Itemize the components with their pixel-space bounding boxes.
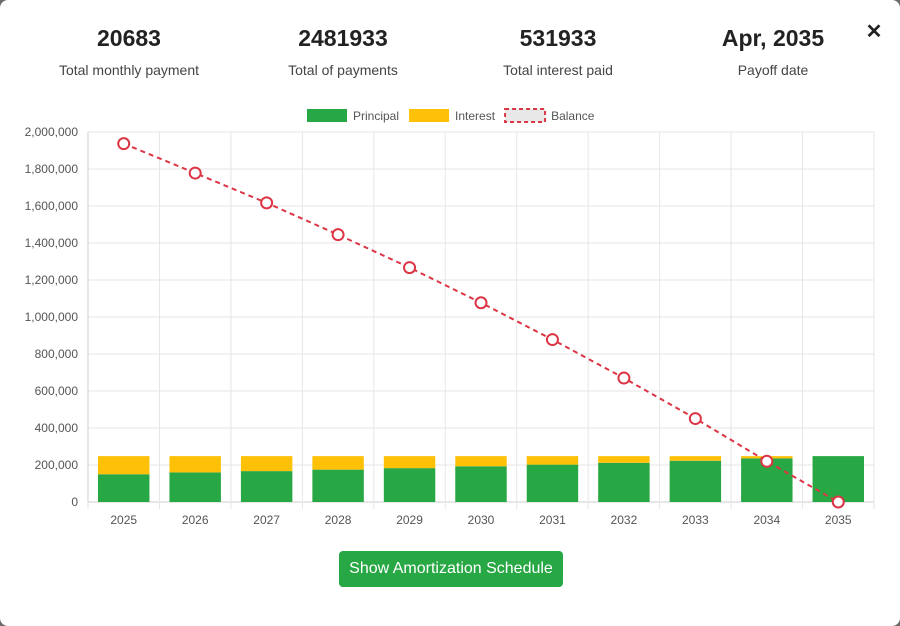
payoff-date-label: Payoff date xyxy=(737,62,809,78)
balance-point xyxy=(688,412,702,426)
x-tick-label: 2027 xyxy=(253,513,280,527)
monthly-payment-label: Total monthly payment xyxy=(58,62,200,78)
interest-bar xyxy=(669,456,722,461)
y-tick-label: 1,800,000 xyxy=(25,162,79,176)
total-payments-value: 2481933 xyxy=(298,25,388,51)
close-icon[interactable]: ✕ xyxy=(865,21,883,43)
y-tick-label: 0 xyxy=(71,495,78,509)
principal-bar xyxy=(812,456,864,502)
interest-bar xyxy=(312,456,364,470)
x-tick-label: 2032 xyxy=(611,513,638,527)
principal-bar xyxy=(455,466,507,502)
monthly-payment-value: 20683 xyxy=(97,25,161,51)
y-tick-label: 1,400,000 xyxy=(25,236,79,250)
total-interest-value: 531933 xyxy=(519,25,597,51)
x-tick-label: 2025 xyxy=(110,513,137,527)
amortization-chart: 0 200,000 400,000 600,000 800,000 1,000,000 1,… xyxy=(25,108,875,527)
balance-point xyxy=(545,333,559,347)
principal-bar xyxy=(169,472,221,502)
interest-bar xyxy=(240,456,293,472)
balance-point xyxy=(260,196,274,210)
x-tick-label: 2026 xyxy=(182,513,209,527)
balance-point xyxy=(760,454,774,468)
stat-total-payments: 2481933 Total of payments xyxy=(243,24,443,78)
y-tick-label: 800,000 xyxy=(35,347,79,361)
legend-label-principal[interactable]: Principal xyxy=(353,109,399,123)
balance-point xyxy=(617,371,631,385)
payoff-date-value: Apr, 2035 xyxy=(721,25,825,51)
stat-payoff-date: Apr, 2035 Payoff date xyxy=(673,24,873,78)
x-tick-label: 2028 xyxy=(325,513,352,527)
legend-swatch-balance[interactable] xyxy=(504,108,547,123)
x-tick-label: 2029 xyxy=(396,513,423,527)
y-tick-label: 1,200,000 xyxy=(25,273,79,287)
interest-bar xyxy=(169,456,221,473)
interest-bar xyxy=(383,456,436,469)
balance-point xyxy=(474,296,488,310)
x-tick-label: 2035 xyxy=(825,513,852,527)
balance-point xyxy=(403,261,417,275)
x-tick-label: 2034 xyxy=(753,513,780,527)
balance-point xyxy=(831,495,845,509)
stat-monthly-payment: 20683 Total monthly payment xyxy=(29,24,229,78)
y-tick-label: 1,600,000 xyxy=(25,199,79,213)
principal-bar xyxy=(240,471,293,502)
balance-point xyxy=(331,228,345,242)
interest-bar xyxy=(98,456,150,475)
principal-bar xyxy=(98,474,150,502)
interest-bar xyxy=(598,456,650,463)
x-tick-label: 2031 xyxy=(539,513,566,527)
legend-swatch-principal[interactable] xyxy=(307,109,347,122)
interest-bar xyxy=(526,456,579,465)
x-tick-label: 2033 xyxy=(682,513,709,527)
y-tick-label: 2,000,000 xyxy=(25,125,79,139)
y-tick-label: 400,000 xyxy=(35,421,79,435)
balance-point xyxy=(188,166,202,180)
principal-bar xyxy=(669,460,722,502)
show-amortization-schedule-button[interactable]: Show Amortization Schedule xyxy=(339,551,563,587)
balance-point xyxy=(117,137,131,151)
legend-label-interest[interactable]: Interest xyxy=(455,109,496,123)
x-tick-label: 2030 xyxy=(468,513,495,527)
legend-swatch-interest[interactable] xyxy=(409,109,450,122)
principal-bar xyxy=(312,469,364,502)
y-tick-label: 600,000 xyxy=(35,384,79,398)
principal-bar xyxy=(598,462,650,502)
total-interest-label: Total interest paid xyxy=(503,62,613,78)
stat-total-interest: 531933 Total interest paid xyxy=(458,24,658,78)
y-tick-label: 1,000,000 xyxy=(25,310,79,324)
legend-label-balance[interactable]: Balance xyxy=(551,109,595,123)
principal-bar xyxy=(526,464,579,502)
interest-bar xyxy=(455,456,507,467)
total-payments-label: Total of payments xyxy=(288,62,398,78)
y-tick-label: 200,000 xyxy=(35,458,79,472)
principal-bar xyxy=(383,468,436,502)
